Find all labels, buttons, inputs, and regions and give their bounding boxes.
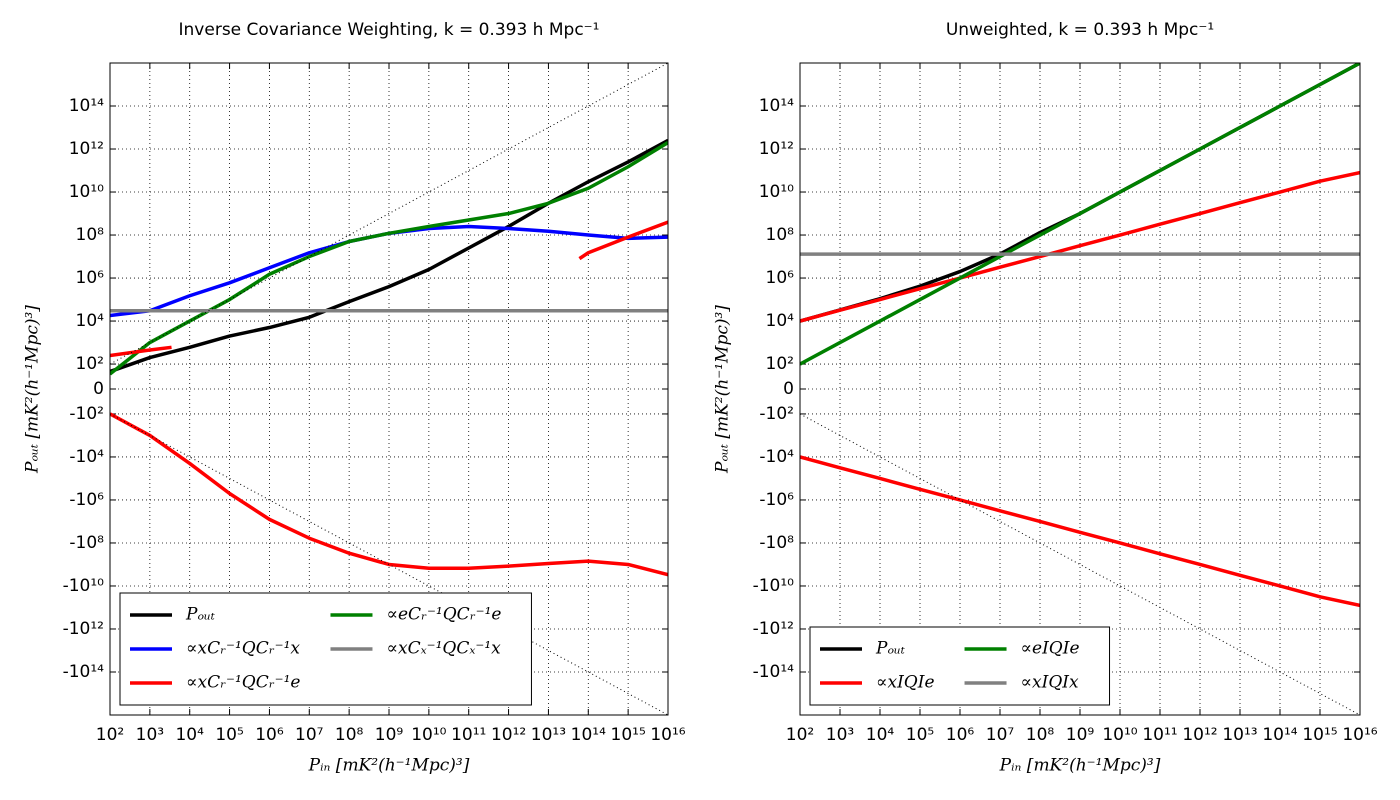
x-tick-label: 10⁷: [295, 725, 324, 745]
y-tick-label: -10⁴: [69, 447, 104, 467]
y-tick-label: 10¹⁰: [69, 182, 104, 202]
legend-label: Pₒᵤₜ: [185, 605, 216, 625]
x-tick-label: 10¹⁰: [411, 725, 446, 745]
y-axis-label: Pₒᵤₜ [mK²(h⁻¹Mpc)³]: [713, 305, 733, 474]
x-tick-label: 10³: [826, 725, 854, 745]
chart-title: Inverse Covariance Weighting, k = 0.393 …: [179, 20, 600, 40]
legend-label: ∝xCᵣ⁻¹QCᵣ⁻¹e: [186, 673, 300, 693]
x-tick-label: 10⁵: [215, 725, 243, 745]
y-tick-label: -10¹⁰: [63, 576, 105, 596]
x-tick-label: 10¹²: [491, 725, 526, 745]
y-tick-label: 10⁴: [76, 311, 105, 331]
y-tick-label: -10⁶: [69, 490, 104, 510]
x-tick-label: 10¹⁴: [1262, 725, 1297, 745]
x-tick-label: 10⁴: [175, 725, 204, 745]
x-tick-label: 10⁴: [866, 725, 895, 745]
y-tick-label: -10²: [759, 404, 794, 424]
x-tick-label: 10¹³: [1222, 725, 1257, 745]
legend-box: [119, 592, 532, 706]
series-line: [110, 345, 172, 358]
x-tick-label: 10¹⁰: [1102, 725, 1137, 745]
y-axis-label: Pₒᵤₜ [mK²(h⁻¹Mpc)³]: [23, 305, 43, 474]
plot-frame: [109, 62, 669, 716]
y-tick-label: -10¹⁰: [753, 576, 795, 596]
series-line: [110, 138, 668, 374]
legend-label: ∝xCₓ⁻¹QCₓ⁻¹x: [386, 639, 501, 659]
y-tick-label: 10¹⁴: [759, 96, 794, 116]
series-line: [578, 220, 668, 261]
y-tick-label: -10¹²: [63, 619, 104, 639]
plot-frame: [799, 62, 1361, 716]
legend-box: [809, 626, 1111, 706]
x-tick-label: 10⁹: [1066, 725, 1095, 745]
series-line: [800, 455, 1360, 608]
y-tick-label: 0: [783, 379, 794, 399]
x-tick-label: 10¹⁴: [571, 725, 606, 745]
y-tick-label: -10⁴: [759, 447, 794, 467]
x-tick-label: 10⁶: [255, 725, 284, 745]
x-tick-label: 10¹¹: [451, 725, 486, 745]
plot-area: [800, 63, 1360, 715]
x-tick-label: 10¹¹: [1142, 725, 1177, 745]
y-tick-label: -10¹⁴: [753, 662, 795, 682]
x-tick-label: 10¹⁵: [1302, 725, 1337, 745]
y-tick-label: -10¹⁴: [63, 662, 105, 682]
x-tick-label: 10⁸: [1026, 725, 1055, 745]
x-tick-label: 10¹⁵: [611, 725, 646, 745]
x-tick-label: 10²: [786, 725, 814, 745]
legend: Pₒᵤₜ ∝xCᵣ⁻¹QCᵣ⁻¹x ∝xCᵣ⁻¹QCᵣ⁻¹e ∝eCᵣ⁻¹QCᵣ⁻¹e…: [119, 592, 532, 706]
y-tick-label: -10⁸: [69, 533, 104, 553]
legend-label: Pₒᵤₜ: [875, 639, 906, 659]
x-tick-label: 10¹²: [1182, 725, 1217, 745]
y-tick-label: 10¹⁴: [69, 96, 104, 116]
x-tick-label: 10²: [96, 725, 124, 745]
x-tick-label: 10⁶: [946, 725, 975, 745]
x-tick-label: 10¹⁶: [1342, 725, 1377, 745]
legend-label: ∝eIQIe: [1021, 639, 1080, 659]
x-tick-label: 10⁷: [986, 725, 1015, 745]
series-line: [110, 412, 668, 577]
legend-label: ∝xIQIe: [876, 673, 935, 693]
series-line: [110, 141, 668, 376]
series-line: [800, 170, 1360, 323]
y-tick-label: 10¹⁰: [759, 182, 794, 202]
legend-label: ∝xCᵣ⁻¹QCᵣ⁻¹x: [186, 639, 300, 659]
y-tick-label: 10⁶: [766, 268, 795, 288]
series-line: [800, 63, 1360, 366]
plot-area: [110, 63, 668, 715]
x-tick-label: 10⁵: [906, 725, 934, 745]
x-axis-label: Pᵢₙ [mK²(h⁻¹Mpc)³]: [308, 756, 470, 776]
y-tick-label: 10⁸: [766, 225, 795, 245]
legend-label: ∝xIQIx: [1021, 673, 1079, 693]
chart-title: Unweighted, k = 0.393 h Mpc⁻¹: [946, 20, 1214, 40]
legend: Pₒᵤₜ ∝xIQIe ∝eIQIe ∝xIQIx: [809, 626, 1111, 706]
x-tick-label: 10³: [136, 725, 164, 745]
y-tick-label: 0: [93, 379, 104, 399]
y-tick-label: 10⁴: [766, 311, 795, 331]
x-tick-label: 10⁹: [375, 725, 404, 745]
x-tick-label: 10⁸: [335, 725, 364, 745]
x-tick-label: 10¹⁶: [650, 725, 685, 745]
y-tick-label: -10⁶: [759, 490, 794, 510]
y-tick-label: 10¹²: [69, 139, 104, 159]
x-axis-label: Pᵢₙ [mK²(h⁻¹Mpc)³]: [999, 756, 1161, 776]
legend-label: ∝eCᵣ⁻¹QCᵣ⁻¹e: [386, 605, 501, 625]
y-tick-label: -10¹²: [753, 619, 794, 639]
reference-line: [110, 63, 668, 365]
y-tick-label: -10⁸: [759, 533, 794, 553]
y-tick-label: 10⁸: [76, 225, 105, 245]
y-tick-label: -10²: [69, 404, 104, 424]
x-tick-label: 10¹³: [531, 725, 566, 745]
reference-line: [110, 413, 668, 715]
y-tick-label: 10¹²: [759, 139, 794, 159]
y-tick-label: 10²: [76, 354, 104, 374]
y-tick-label: 10²: [766, 354, 794, 374]
y-tick-label: 10⁶: [76, 268, 105, 288]
